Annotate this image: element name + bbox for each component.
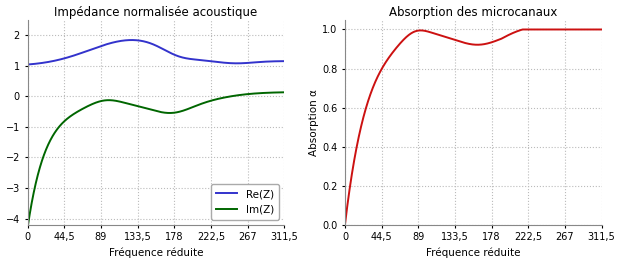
Re(Z) (24, 63, 31, 66)
X-axis label: Fréquence réduite: Fréquence réduite (426, 248, 520, 258)
Y-axis label: Absorption α: Absorption α (309, 89, 319, 156)
Re(Z) (149, 43, 156, 46)
Re(Z) (226, 62, 233, 65)
Im(Z) (273, 91, 280, 94)
Im(Z) (142, 107, 149, 110)
Re(Z) (273, 60, 281, 63)
Line: Re(Z): Re(Z) (27, 40, 284, 64)
Im(Z) (37, 163, 44, 166)
Legend: Re(Z), Im(Z): Re(Z), Im(Z) (211, 184, 279, 220)
X-axis label: Fréquence réduite: Fréquence réduite (109, 248, 203, 258)
Re(Z) (142, 40, 150, 43)
Re(Z) (37, 62, 44, 65)
Im(Z) (281, 91, 288, 94)
Im(Z) (148, 109, 156, 112)
Im(Z) (226, 95, 233, 98)
Re(Z) (128, 39, 135, 42)
Re(Z) (273, 60, 281, 63)
Re(Z) (281, 60, 288, 63)
Title: Impédance normalisée acoustique: Impédance normalisée acoustique (54, 6, 258, 18)
Im(Z) (273, 91, 281, 94)
Line: Im(Z): Im(Z) (27, 92, 284, 228)
Im(Z) (24, 226, 31, 229)
Title: Absorption des microcanaux: Absorption des microcanaux (389, 6, 558, 18)
